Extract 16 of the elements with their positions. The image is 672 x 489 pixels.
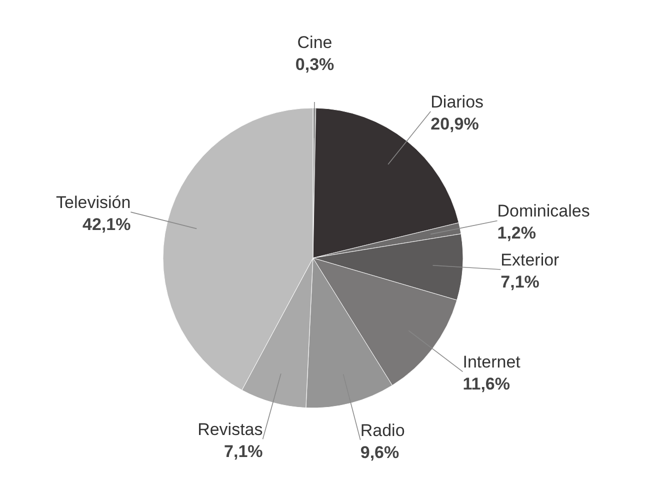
slice-label: Revistas — [198, 420, 263, 440]
slice-label: Diarios — [430, 92, 484, 112]
slice-label: Dominicales — [497, 202, 590, 221]
data-label: 0,3% — [295, 55, 334, 74]
slice-label: Exterior — [500, 250, 560, 270]
data-label: 42,1% — [82, 215, 131, 234]
slice-label: Televisión — [56, 193, 131, 212]
slice-label: Radio — [360, 420, 405, 440]
slice-label: Internet — [462, 352, 521, 372]
data-label: 20,9% — [430, 114, 479, 134]
data-label: 9,6% — [360, 442, 400, 462]
data-label: 7,1% — [500, 272, 540, 292]
data-label: 7,1% — [224, 442, 263, 462]
slice-label: Cine — [297, 33, 332, 52]
data-label: 1,2% — [497, 224, 536, 243]
data-label: 11,6% — [462, 374, 510, 394]
